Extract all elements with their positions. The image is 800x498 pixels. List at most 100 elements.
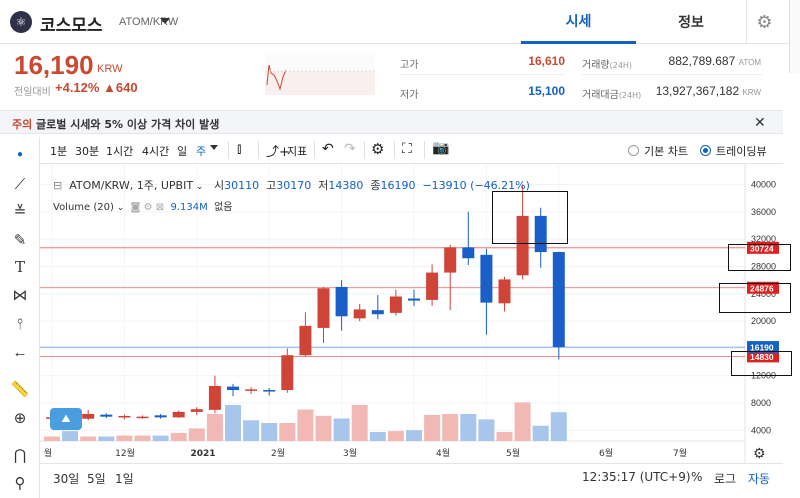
crosshair-tool-icon[interactable]: ● [16, 148, 24, 160]
tab-quote[interactable]: 시세 [521, 0, 636, 44]
indicator-button[interactable]: 지표 [287, 145, 308, 158]
settings-gear-icon[interactable]: ⚙ [746, 0, 782, 44]
percent-toggle[interactable]: % [691, 470, 703, 484]
visibility-icon[interactable]: ◙ [130, 202, 141, 213]
log-toggle[interactable]: 로그 [714, 472, 737, 486]
annotation-box-24876 [719, 283, 791, 313]
volume-value: 882,789.687 [668, 54, 736, 68]
clock-timezone[interactable]: 12:35:17 (UTC+9) [582, 470, 691, 484]
toolbar-separator [228, 141, 229, 159]
candle-body [408, 298, 420, 301]
auto-toggle[interactable]: 자동 [748, 472, 771, 486]
magnet-icon[interactable]: ⋂ [13, 447, 27, 464]
tradingview-radio[interactable] [700, 145, 711, 156]
collapse-icon[interactable]: ⊟ [53, 179, 63, 192]
volume-dropdown-icon[interactable]: ⌄ [113, 203, 125, 213]
undo-icon[interactable]: ↶ [322, 141, 334, 157]
candle-body [118, 416, 131, 418]
volume-bar [333, 418, 350, 441]
volume-bar [514, 402, 531, 441]
toolbar-separator [258, 141, 259, 159]
y-tick-label: 8000 [751, 398, 771, 408]
change-amount: ▲640 [103, 80, 138, 95]
interval-1m[interactable]: 1분 [50, 145, 68, 158]
volume-legend-title[interactable]: Volume (20) [53, 202, 114, 213]
ruler-tool-icon[interactable]: 📏 [10, 381, 30, 398]
fib-tool-icon[interactable]: ≚ [13, 203, 27, 220]
volume-bar [550, 412, 567, 441]
text-tool-icon[interactable]: T [14, 258, 25, 276]
candle-body [462, 247, 475, 259]
y-tick-label: 20000 [751, 316, 776, 326]
close-value-ohlc: 16190 [380, 179, 416, 192]
close-icon[interactable]: ✕ [754, 114, 766, 130]
interval-dropdown-icon[interactable] [210, 145, 218, 150]
tradingview-logo-icon[interactable]: ⛰ [50, 408, 82, 430]
interval-30m[interactable]: 30분 [75, 145, 100, 158]
tab-info[interactable]: 정보 [678, 15, 704, 31]
pattern-tool-icon[interactable]: ⋈ [12, 287, 28, 304]
x-tick-label: 12월 [115, 447, 135, 459]
range-5d[interactable]: 5일 [87, 472, 106, 486]
back-arrow-icon[interactable]: ← [12, 343, 28, 361]
open-value: 30110 [224, 179, 260, 192]
candlestick-chart[interactable]: 4000800012000160002000024000280003200036… [40, 164, 783, 463]
price-line-tag [747, 341, 779, 354]
candle-type-icon[interactable]: ⫾ [237, 141, 242, 157]
axis-settings-gear-icon[interactable]: ⚙ [753, 445, 766, 461]
volume-bar [406, 430, 422, 441]
x-tick-label: 4월 [436, 447, 450, 459]
redo-icon[interactable]: ↷ [344, 141, 356, 157]
tradingview-label[interactable]: 트레이딩뷰 [716, 145, 767, 158]
toolbar-separator [394, 141, 395, 159]
measure-tool-icon[interactable]: ⫯ [16, 315, 24, 333]
high-value: 16,610 [528, 54, 565, 68]
chart-settings-icon[interactable]: ⚙ [371, 140, 385, 158]
interval-day[interactable]: 일 [177, 145, 188, 158]
legend-dropdown-icon[interactable]: ⌄ [193, 182, 204, 192]
brush-tool-icon[interactable]: ✎ [13, 232, 27, 249]
zoom-in-icon[interactable]: ⊕ [13, 410, 27, 427]
sparkline-chart [265, 55, 375, 95]
fullscreen-icon[interactable]: ⛶ [402, 141, 412, 157]
lock-drawing-icon[interactable]: ⚲ [14, 475, 26, 492]
candle-body [498, 279, 511, 304]
volume-bar [62, 431, 79, 441]
volume-bar [496, 432, 513, 441]
candle-body [82, 413, 95, 419]
candle-body [154, 415, 167, 418]
divider [400, 74, 565, 75]
current-price: 16,190 [14, 50, 94, 80]
amount-value-wrap: 13,927,367,182 KRW [620, 84, 761, 98]
volume-bar [460, 414, 477, 441]
low-label-ohlc: 저 [318, 179, 329, 192]
basic-chart-label[interactable]: 기본 차트 [644, 145, 688, 158]
candle-body [353, 309, 366, 319]
candle-body [227, 386, 239, 391]
camera-icon[interactable]: 📷 [432, 140, 450, 156]
low-value: 15,100 [528, 84, 565, 98]
legend-title[interactable]: ATOM/KRW, 1주, UPBIT [69, 179, 194, 192]
basic-chart-radio[interactable] [628, 145, 639, 156]
volume-bar [532, 425, 549, 441]
x-tick-label: 2월 [271, 447, 285, 459]
interval-week[interactable]: 주 [196, 145, 207, 158]
volume-legend: Volume (20) ⌄ ◙ ⚙ ⊠ 9.134M 없음 [53, 198, 233, 213]
amount-label: 거래대금(24H) [582, 86, 641, 101]
remove-icon[interactable]: ⊠ [155, 202, 165, 213]
x-tick-label: 2021 [190, 449, 215, 459]
range-1d[interactable]: 1일 [115, 472, 134, 486]
high-label: 고가 [400, 60, 419, 71]
interval-1h[interactable]: 1시간 [106, 145, 134, 158]
coin-dropdown-icon[interactable] [160, 18, 170, 24]
notice-tag: 주의 [12, 118, 33, 131]
indicator-icon[interactable]: ⤴+ [266, 145, 290, 160]
drawing-tools [0, 137, 40, 498]
volume-bar [243, 420, 260, 441]
volume-bar [98, 436, 115, 441]
range-30d[interactable]: 30일 [53, 472, 80, 486]
trend-line-tool-icon[interactable]: ⟋ [14, 175, 26, 193]
interval-4h[interactable]: 4시간 [142, 145, 170, 158]
settings-icon[interactable]: ⚙ [143, 202, 153, 213]
volume-bar [279, 423, 296, 441]
